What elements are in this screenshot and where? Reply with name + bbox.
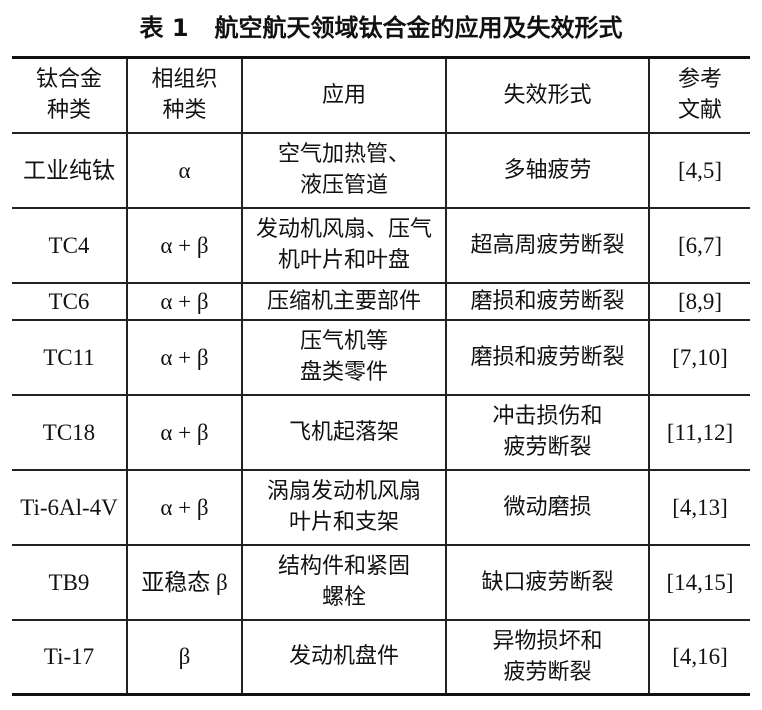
phase-cell: α + β — [126, 394, 242, 471]
reference-cell: [14,15] — [648, 544, 750, 621]
application-cell: 飞机起落架 — [241, 394, 446, 471]
application-cell: 压缩机主要部件 — [241, 282, 446, 321]
phase-cell: β — [126, 619, 242, 695]
table-row: 工业纯钛 α 空气加热管、 液压管道 多轴疲劳 [4,5] — [12, 132, 750, 209]
application-cell: 压气机等 盘类零件 — [241, 319, 446, 396]
reference-cell: [6,7] — [648, 207, 750, 284]
table-title: 航空航天领域钛合金的应用及失效形式 — [214, 14, 623, 42]
table-row: TB9 亚稳态 β 结构件和紧固 螺栓 缺口疲劳断裂 [14,15] — [12, 544, 750, 621]
failure-mode-cell: 缺口疲劳断裂 — [445, 544, 649, 621]
failure-mode-cell: 超高周疲劳断裂 — [445, 207, 649, 284]
failure-mode-cell: 多轴疲劳 — [445, 132, 649, 209]
header-phase: 相组织 种类 — [126, 57, 242, 134]
alloy-cell: TC11 — [12, 319, 127, 396]
failure-mode-cell: 磨损和疲劳断裂 — [445, 319, 649, 396]
titanium-alloy-table: 钛合金 种类 相组织 种类 应用 失效形式 参考 文献 工业纯钛 α 空气加热管、 … — [12, 56, 750, 696]
header-alloy-type: 钛合金 种类 — [12, 57, 127, 134]
alloy-cell: 工业纯钛 — [12, 132, 127, 209]
application-cell: 空气加热管、 液压管道 — [241, 132, 446, 209]
failure-mode-cell: 冲击损伤和 疲劳断裂 — [445, 394, 649, 471]
alloy-cell: TC18 — [12, 394, 127, 471]
application-cell: 结构件和紧固 螺栓 — [241, 544, 446, 621]
alloy-cell: TB9 — [12, 544, 127, 621]
table-row: Ti-6Al-4V α + β 涡扇发动机风扇 叶片和支架 微动磨损 [4,13] — [12, 469, 750, 546]
phase-cell: α + β — [126, 207, 242, 284]
table-row: TC11 α + β 压气机等 盘类零件 磨损和疲劳断裂 [7,10] — [12, 319, 750, 396]
phase-cell: α — [126, 132, 242, 209]
alloy-cell: Ti-17 — [43, 644, 95, 670]
table-row: TC6 α + β 压缩机主要部件 磨损和疲劳断裂 [8,9] — [12, 282, 750, 321]
application-cell: 涡扇发动机风扇 叶片和支架 — [241, 469, 446, 546]
application-cell: 发动机盘件 — [241, 619, 446, 695]
phase-cell: α + β — [126, 282, 242, 321]
table-number: 表 1 — [139, 14, 189, 42]
header-references: 参考 文献 — [648, 57, 750, 134]
failure-mode-cell: 磨损和疲劳断裂 — [445, 282, 649, 321]
table-row: Ti-17 β 发动机盘件 异物损坏和 疲劳断裂 [4,16] — [12, 619, 750, 695]
table-row: TC18 α + β 飞机起落架 冲击损伤和 疲劳断裂 [11,12] — [12, 394, 750, 471]
reference-cell: [4,5] — [648, 132, 750, 209]
alloy-cell: TC6 — [12, 282, 127, 321]
table-caption: 表 1 航空航天领域钛合金的应用及失效形式 — [0, 8, 762, 48]
alloy-cell: TC4 — [12, 207, 127, 284]
failure-mode-cell: 异物损坏和 疲劳断裂 — [445, 619, 649, 695]
phase-cell: α + β — [126, 319, 242, 396]
header-application: 应用 — [241, 57, 446, 134]
reference-cell: [4,13] — [648, 469, 750, 546]
phase-cell: α + β — [126, 469, 242, 546]
application-cell: 发动机风扇、压气 机叶片和叶盘 — [241, 207, 446, 284]
reference-cell: [8,9] — [648, 282, 750, 321]
failure-mode-cell: 微动磨损 — [445, 469, 649, 546]
reference-cell: [7,10] — [648, 319, 750, 396]
reference-cell: [4,16] — [648, 619, 750, 695]
header-row: 钛合金 种类 相组织 种类 应用 失效形式 参考 文献 — [12, 57, 750, 134]
table-row: TC4 α + β 发动机风扇、压气 机叶片和叶盘 超高周疲劳断裂 [6,7] — [12, 207, 750, 284]
reference-cell: [11,12] — [648, 394, 750, 471]
alloy-cell: Ti-6Al-4V — [12, 469, 127, 546]
header-failure-mode: 失效形式 — [445, 57, 649, 134]
phase-cell: 亚稳态 β — [126, 544, 242, 621]
